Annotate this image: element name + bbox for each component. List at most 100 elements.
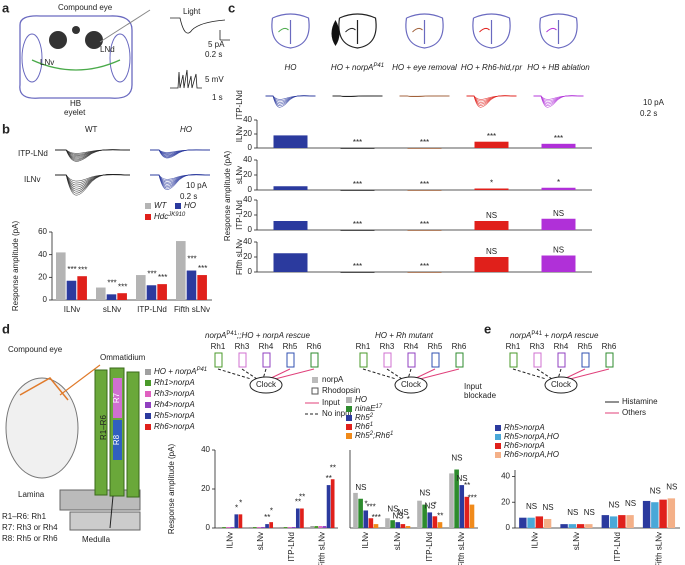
significance: **: [264, 513, 270, 522]
rhodopsin-label: Rh6: [452, 342, 467, 351]
bar: [407, 190, 442, 191]
bar: [300, 508, 304, 528]
rhodopsin-label: Rh6: [307, 342, 322, 351]
label: Lamina: [18, 490, 45, 499]
significance: ***: [353, 262, 362, 271]
legend-text: Rh3>norpA: [154, 389, 195, 398]
clock-label: Clock: [551, 380, 572, 389]
legend-text: HO + norpAP41: [154, 367, 207, 377]
legend-text: HdcJK910: [154, 212, 186, 222]
significance: ***: [353, 220, 362, 229]
name-part: HO + norpA: [154, 367, 196, 376]
bar: [295, 508, 300, 528]
label: Histamine: [622, 397, 658, 406]
y-tick-label: 40: [243, 237, 252, 246]
name-part: Rh5>norpA: [504, 423, 545, 432]
x-tick-label: ITP-LNd: [425, 532, 434, 562]
row-label: ITP-LNd: [235, 90, 244, 120]
name-part: 2: [369, 413, 374, 419]
x-tick-label: ITP-LNd: [287, 532, 296, 562]
significance: NS: [584, 508, 595, 517]
condition-label: HO + norpAP41: [331, 63, 384, 73]
significance: NS: [456, 474, 467, 483]
y-axis-label: Response amplitude (pA): [223, 151, 232, 242]
label: Input: [322, 398, 341, 407]
bar: [422, 504, 427, 528]
significance: **: [326, 474, 332, 483]
bar: [659, 499, 667, 528]
y-axis-label: Response amplitude (pA): [167, 444, 176, 535]
bar: [318, 526, 323, 528]
bar: [265, 524, 269, 528]
significance: ***: [107, 278, 116, 287]
brain-icon: [271, 13, 310, 49]
input-arrow: [419, 368, 460, 380]
name-part: JK910: [167, 212, 186, 218]
bar: [252, 527, 257, 528]
bar: [464, 496, 470, 528]
bar: [310, 526, 315, 528]
legend-swatch: [145, 203, 151, 209]
rhodopsin-label: Rh6: [602, 342, 617, 351]
brain-icon: [539, 13, 578, 49]
title-part: ;;HO + norpA rescue: [237, 331, 310, 340]
diagram-title: norpAP41;;HO + norpA rescue: [205, 331, 310, 341]
bar: [340, 272, 375, 273]
bar: [400, 524, 406, 528]
eye-removed: [331, 20, 340, 46]
trace: [265, 95, 316, 108]
y-tick-label: 0: [248, 225, 253, 234]
rhodopsin-box: [286, 352, 295, 368]
significance: ***: [487, 132, 496, 141]
bar: [407, 272, 442, 273]
name-part: Hdc: [154, 212, 168, 221]
clock-label: Clock: [401, 380, 422, 389]
legend-swatch: [145, 391, 151, 397]
bar: [66, 280, 77, 300]
bar: [474, 188, 509, 190]
significance: **: [330, 463, 336, 472]
rhodopsin-box: [214, 352, 223, 368]
label: ITP-LNd: [18, 149, 48, 158]
input-arrow: [274, 368, 315, 380]
condition-sup: P41: [373, 63, 384, 69]
significance: NS: [625, 499, 636, 508]
rhodopsin-label: Rh5: [283, 342, 298, 351]
legend-swatch: [145, 214, 151, 220]
brain-icon: [405, 13, 444, 49]
name-part: Rh5>norpA,HO: [504, 432, 559, 441]
bar: [368, 518, 374, 528]
bar: [222, 527, 226, 528]
x-tick-label: Fifth sLNv: [174, 305, 210, 314]
bar: [454, 469, 459, 528]
bar: [432, 516, 438, 528]
rhodopsin-label: Rh3: [530, 342, 545, 351]
label: 10 pA: [643, 98, 665, 107]
bar: [609, 516, 618, 528]
label: R7: [112, 392, 121, 403]
legend-swatch: [145, 424, 151, 430]
rhodopsin-box: [310, 352, 319, 368]
significance: NS: [486, 247, 497, 256]
legend-keys: [605, 401, 619, 414]
input-arrow: [362, 368, 397, 380]
bar: [358, 498, 363, 528]
rhodopsin-box: [533, 352, 542, 368]
clock-label: Clock: [256, 380, 277, 389]
significance: NS: [398, 508, 409, 517]
significance: NS: [486, 211, 497, 220]
label: Compound eye: [58, 3, 113, 12]
bar: [560, 524, 568, 528]
significance: ***: [372, 513, 381, 522]
bar: [96, 287, 106, 300]
bar: [218, 527, 222, 528]
name-part: Rh6>norpA: [504, 441, 545, 450]
rhodopsin-label: Rh5: [578, 342, 593, 351]
legend-text: Rh6>norpA: [154, 422, 195, 431]
bar: [601, 515, 610, 528]
bar: [363, 510, 369, 528]
panel-label: c: [228, 0, 235, 15]
bar: [405, 526, 411, 528]
bar: [157, 284, 167, 300]
label: Medulla: [82, 535, 111, 544]
